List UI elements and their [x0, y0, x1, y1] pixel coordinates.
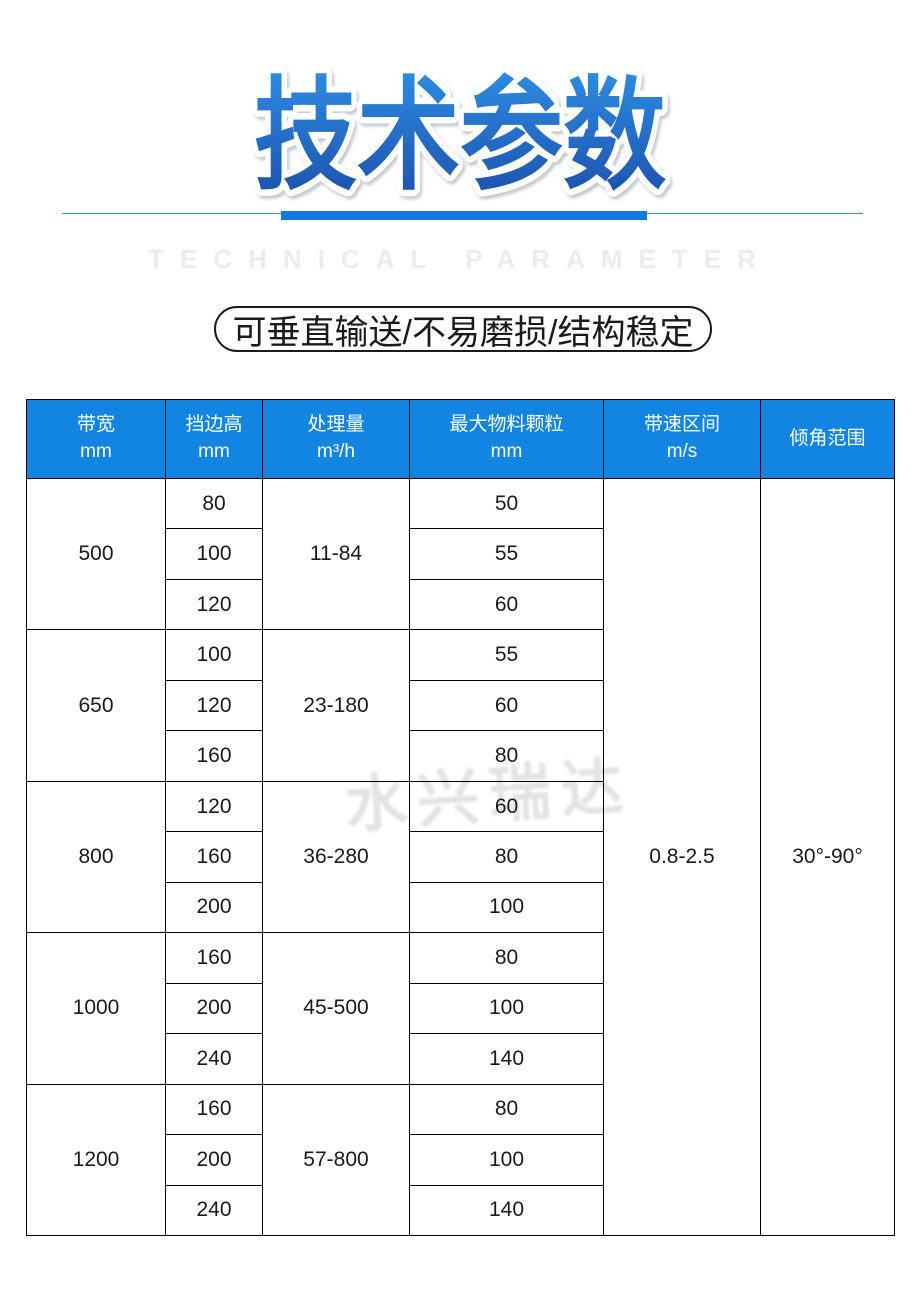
svg-text:技术参数: 技术参数: [254, 68, 666, 204]
